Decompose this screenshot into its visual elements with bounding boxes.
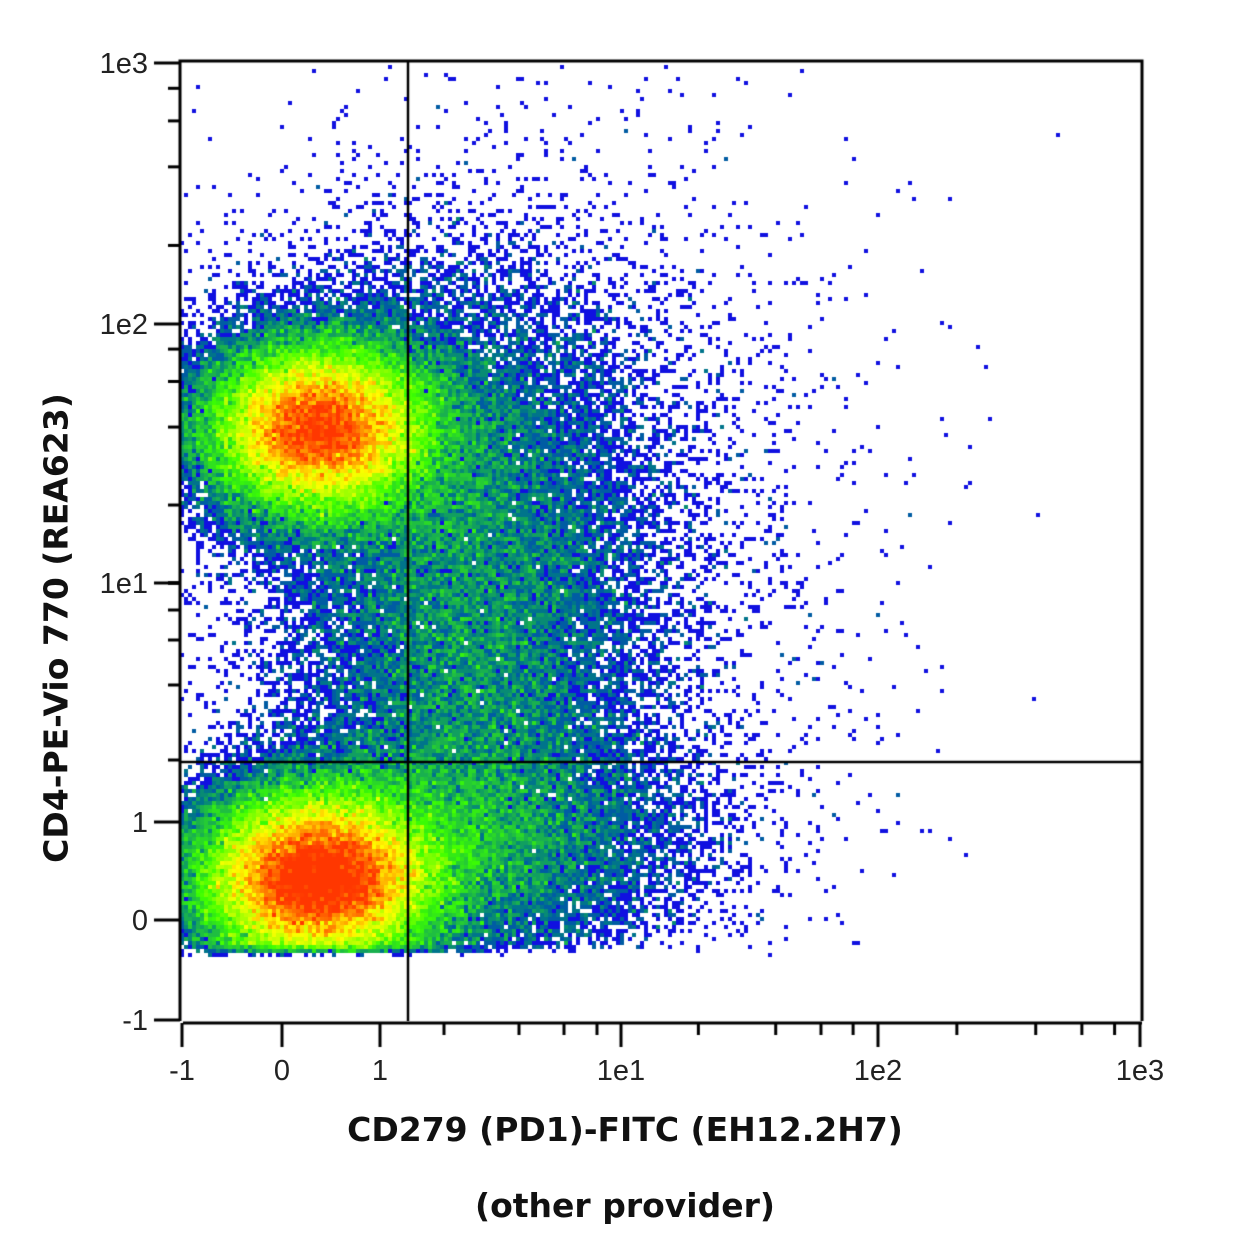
x-tick-label-0: 0 xyxy=(273,1055,291,1087)
x-axis-subtitle: (other provider) xyxy=(475,1186,775,1225)
y-tick-label-1: 1 xyxy=(131,807,148,839)
x-tick-label-1: 1 xyxy=(371,1055,389,1087)
x-tick-label-1e2: 1e2 xyxy=(853,1055,903,1087)
y-tick-label-1e3: 1e3 xyxy=(99,48,148,80)
x-tick-label-1e3: 1e3 xyxy=(1115,1055,1165,1087)
x-axis-title: CD279 (PD1)-FITC (EH12.2H7) xyxy=(347,1110,903,1149)
y-tick-label-0: 0 xyxy=(131,905,148,937)
y-tick-label-neg1: -1 xyxy=(122,1005,148,1037)
y-tick-label-1e2: 1e2 xyxy=(99,309,148,341)
x-tick-label-1e1: 1e1 xyxy=(596,1055,646,1087)
y-tick-label-1e1: 1e1 xyxy=(99,568,148,600)
x-tick-label-neg1: -1 xyxy=(169,1055,195,1087)
y-axis-title: CD4-PE-Vio 770 (REA623) xyxy=(36,393,76,863)
